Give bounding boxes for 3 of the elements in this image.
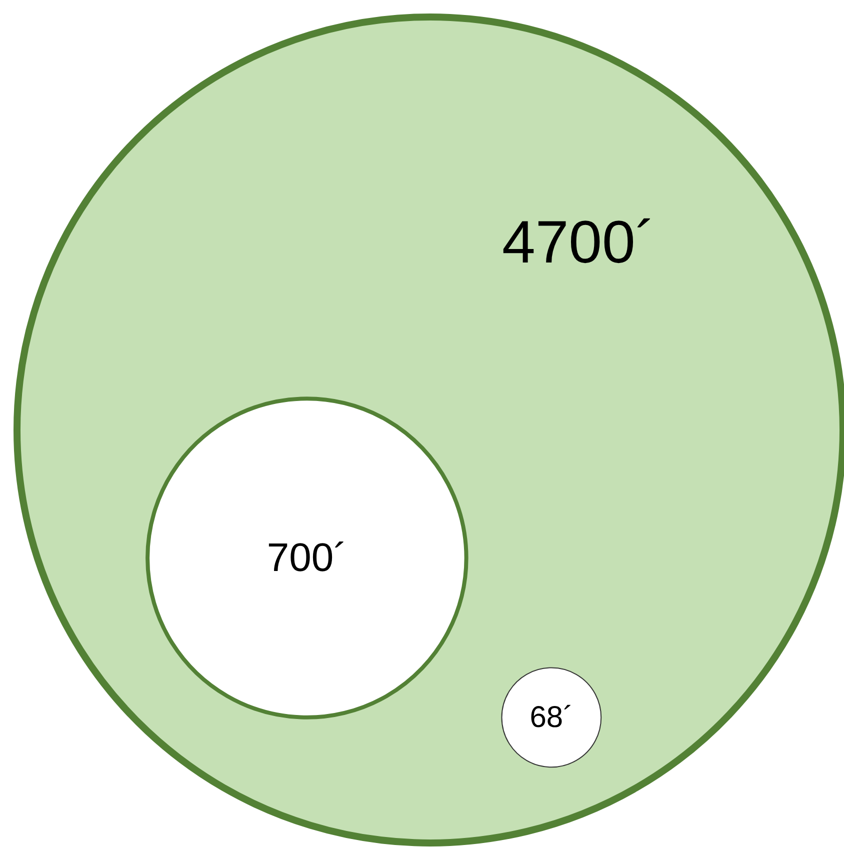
data-label: 700´ xyxy=(266,536,347,580)
data-label: 4700´ xyxy=(502,208,656,276)
data-label: 68´ xyxy=(530,700,574,734)
